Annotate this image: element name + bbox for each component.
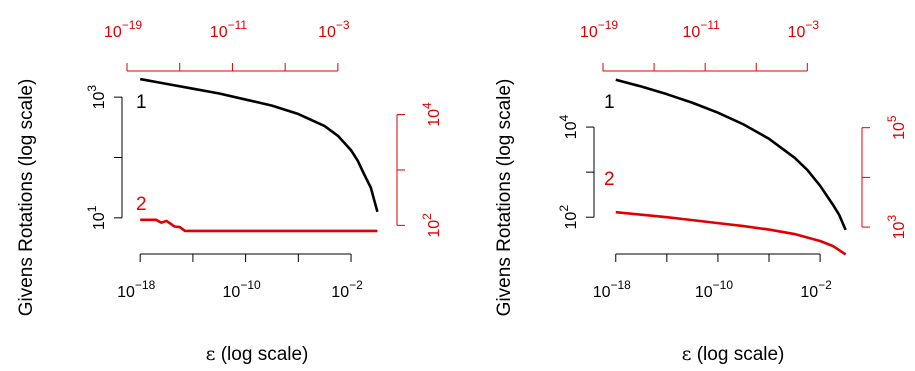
bottom-tick-label: 10−10 bbox=[695, 278, 733, 301]
top-tick-label: 10−3 bbox=[788, 18, 820, 41]
top-tick-label: 10−19 bbox=[104, 18, 142, 41]
series-label-2: 2 bbox=[604, 169, 615, 190]
chart-panel-2: 10−18 10−10 10−2 10−19 10−11 10−3 102 104 103 105… bbox=[494, 18, 908, 365]
right-tick-label: 105 bbox=[885, 115, 908, 140]
left-tick-label: 104 bbox=[557, 115, 580, 140]
right-tick-label: 104 bbox=[420, 102, 443, 127]
series-label-1: 1 bbox=[604, 92, 615, 113]
bottom-tick-label: 10−18 bbox=[593, 278, 631, 301]
top-tick-label: 10−11 bbox=[210, 18, 248, 41]
left-tick-label: 103 bbox=[85, 85, 108, 110]
series-label-2: 2 bbox=[136, 194, 147, 215]
x-axis-label: ε (log scale) bbox=[206, 343, 309, 365]
left-tick-label: 102 bbox=[557, 205, 580, 230]
right-tick-label: 102 bbox=[420, 213, 443, 238]
x-axis-label: ε (log scale) bbox=[682, 343, 785, 365]
bottom-tick-label: 10−2 bbox=[800, 278, 832, 301]
series-label-1: 1 bbox=[136, 92, 147, 113]
series-line-1 bbox=[615, 78, 847, 231]
series-line-2 bbox=[615, 210, 847, 256]
top-tick-label: 10−11 bbox=[683, 18, 721, 41]
bottom-tick-label: 10−10 bbox=[223, 278, 261, 301]
bottom-tick-label: 10−18 bbox=[117, 278, 155, 301]
top-tick-label: 10−19 bbox=[580, 18, 618, 41]
right-tick-label: 103 bbox=[885, 215, 908, 240]
series-line-1 bbox=[139, 77, 379, 213]
top-tick-label: 10−3 bbox=[318, 18, 350, 41]
y-axis-label: Givens Rotations (log scale) bbox=[16, 79, 37, 317]
bottom-tick-label: 10−2 bbox=[331, 278, 363, 301]
left-tick-label: 101 bbox=[85, 205, 108, 230]
series-line-2 bbox=[140, 218, 378, 233]
y-axis-label: Givens Rotations (log scale) bbox=[494, 79, 515, 317]
chart-panel-1: 10−18 10−10 10−2 10−19 10−11 10−3 101 103 102 104… bbox=[16, 18, 443, 365]
